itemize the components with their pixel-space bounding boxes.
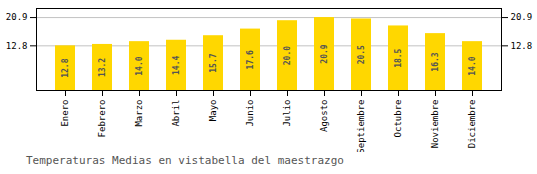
svg-text:Agosto: Agosto <box>319 100 329 133</box>
svg-text:14.0: 14.0 <box>468 56 477 75</box>
svg-text:Septiembre: Septiembre <box>356 100 366 153</box>
svg-text:Octubre: Octubre <box>393 100 403 138</box>
html-text:Temperaturas Medias en vistabe: Temperaturas Medias en vistabella del ma… <box>26 154 344 167</box>
svg-text:17.6: 17.6 <box>246 50 255 69</box>
svg-text:20.9: 20.9 <box>511 12 533 22</box>
svg-text:18.5: 18.5 <box>394 48 403 67</box>
svg-text:13.2: 13.2 <box>98 58 107 77</box>
svg-text:12.8: 12.8 <box>6 41 28 51</box>
svg-text:12.8: 12.8 <box>61 58 70 77</box>
svg-text:Diciembre: Diciembre <box>467 100 477 149</box>
svg-text:Febrero: Febrero <box>97 100 107 138</box>
svg-text:12.8: 12.8 <box>511 41 533 51</box>
svg-text:Noviembre: Noviembre <box>430 100 440 149</box>
svg-text:Marzo: Marzo <box>134 100 144 127</box>
svg-text:14.0: 14.0 <box>135 56 144 75</box>
svg-text:Mayo: Mayo <box>208 100 218 122</box>
svg-text:Abril: Abril <box>171 100 181 127</box>
svg-text:Julio: Julio <box>282 100 292 127</box>
svg-text:20.5: 20.5 <box>357 45 366 64</box>
svg-text:Enero: Enero <box>60 100 70 127</box>
svg-text:16.3: 16.3 <box>431 52 440 71</box>
svg-text:20.9: 20.9 <box>320 44 329 63</box>
svg-text:15.7: 15.7 <box>209 53 218 72</box>
svg-text:Junio: Junio <box>245 100 255 127</box>
svg-text:14.4: 14.4 <box>172 56 181 75</box>
svg-text:20.9: 20.9 <box>6 12 28 22</box>
svg-text:20.0: 20.0 <box>283 46 292 65</box>
